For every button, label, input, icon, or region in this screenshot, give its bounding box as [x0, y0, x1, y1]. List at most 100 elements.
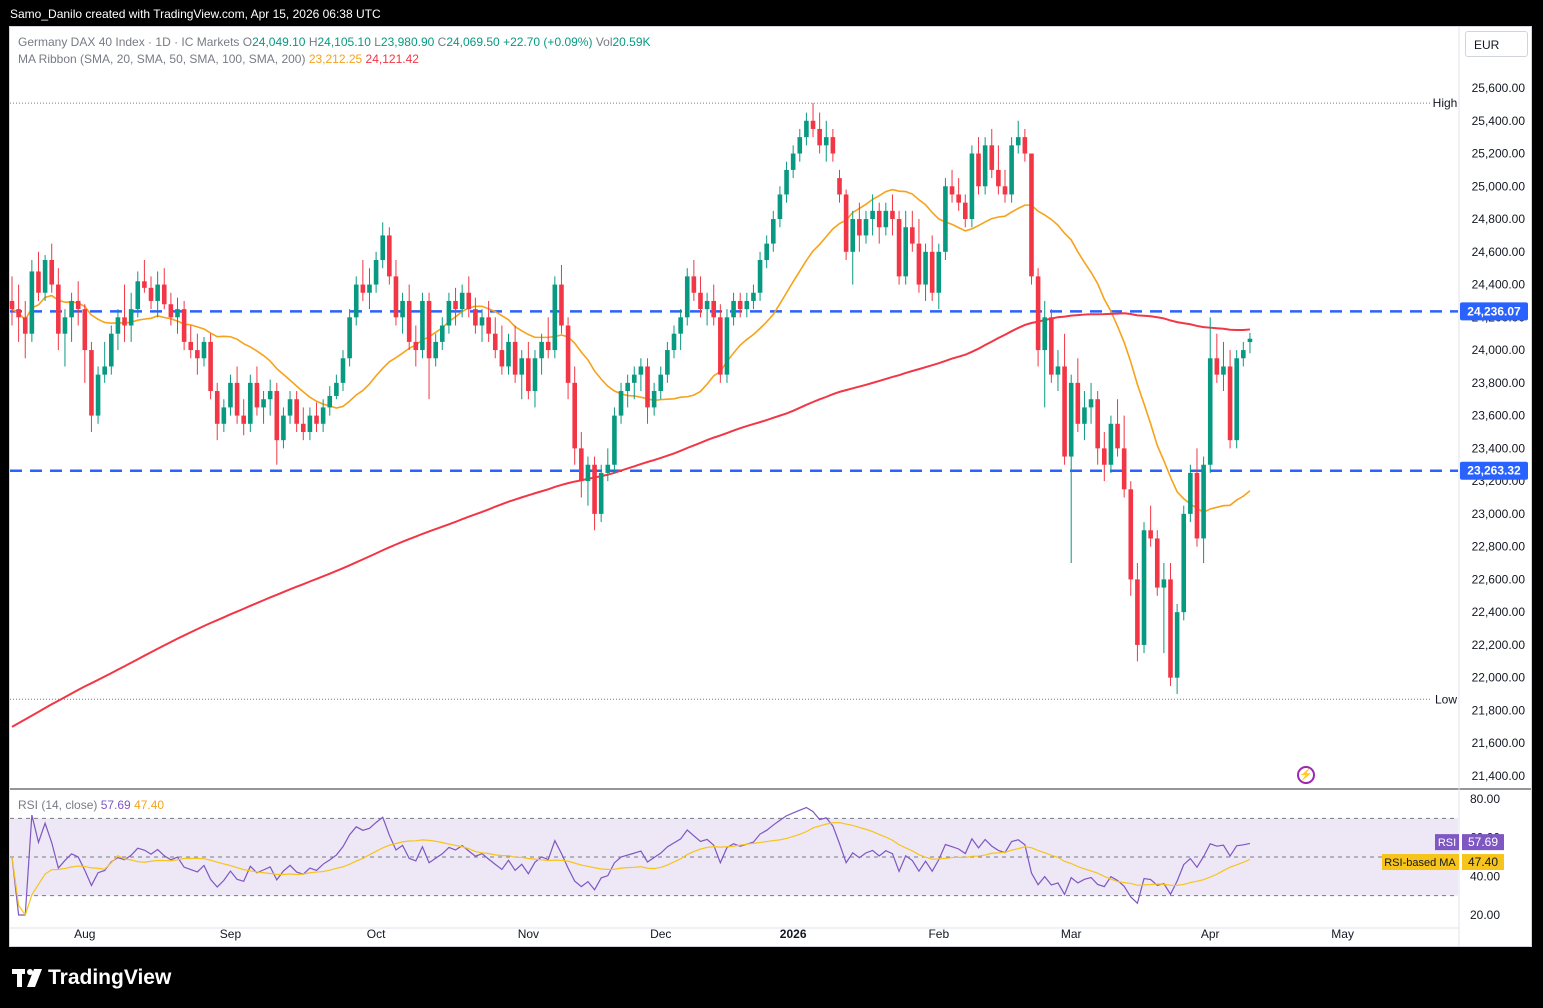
candle-body: [188, 341, 194, 351]
price-tick-label: 21,400.00: [1472, 769, 1526, 783]
candle-body: [565, 325, 571, 383]
candle-body: [181, 309, 187, 342]
candle-body: [598, 472, 604, 514]
lightning-icon[interactable]: ⚡: [1297, 766, 1315, 784]
candle-body: [1095, 399, 1100, 449]
legend-symbol[interactable]: Germany DAX 40 Index · 1D · IC Markets: [18, 35, 240, 49]
chart-panel[interactable]: [9, 26, 1532, 947]
currency-button[interactable]: EUR: [1465, 31, 1528, 57]
candle-body: [1234, 358, 1239, 441]
candle-body: [751, 292, 756, 301]
candle-body: [1188, 472, 1193, 514]
candle-body: [115, 317, 121, 334]
price-tick-label: 23,000.00: [1472, 507, 1526, 521]
candle-body: [56, 284, 61, 334]
candle-body: [466, 292, 472, 310]
time-tick-label: Sep: [220, 927, 242, 941]
candle-body: [380, 235, 386, 260]
candle-body: [837, 178, 842, 195]
candle-body: [704, 300, 710, 310]
candle-body: [387, 235, 392, 277]
candle-body: [413, 341, 419, 351]
candle-body: [857, 219, 862, 236]
candle-body: [519, 358, 525, 375]
candle-body: [161, 284, 167, 305]
candle-body: [1082, 407, 1087, 424]
candle-body: [1009, 145, 1014, 195]
time-tick-label: Oct: [367, 927, 386, 941]
rsi-ma-value-tag: [1462, 854, 1504, 871]
price-tick-label: 24,000.00: [1472, 343, 1526, 357]
candle-body: [1102, 448, 1107, 465]
candle-body: [737, 300, 743, 310]
legend-vol-label: Vol: [595, 35, 613, 49]
candle-body: [347, 317, 352, 359]
candle-body: [936, 251, 942, 293]
candle-body: [618, 391, 624, 416]
legend-rsi-title[interactable]: RSI (14, close): [18, 798, 98, 812]
candle-body: [651, 391, 657, 408]
candle-body: [996, 169, 1001, 187]
price-tick-label: 25,000.00: [1472, 179, 1526, 193]
rsi-line: [11, 806, 1251, 916]
candle-body: [949, 186, 955, 195]
candle-body: [698, 292, 703, 310]
candle-body: [671, 333, 677, 351]
candle-body: [1207, 358, 1213, 465]
candle-body: [281, 415, 286, 441]
candle-body: [1241, 350, 1246, 359]
candle-body: [62, 317, 68, 334]
candle-body: [823, 137, 829, 146]
candle-body: [512, 341, 518, 375]
candle-body: [1115, 423, 1120, 449]
price-tick-label: 24,800.00: [1472, 212, 1526, 226]
candle-body: [228, 382, 233, 408]
rsi-ma-name-tag: [1382, 854, 1459, 871]
candle-body: [142, 281, 147, 288]
legend-vol: 20.59K: [612, 35, 651, 49]
candle-body: [393, 276, 399, 318]
price-tick-label: 22,600.00: [1472, 572, 1526, 586]
candle-body: [876, 210, 882, 228]
time-tick-label: Apr: [1201, 927, 1220, 941]
candle-body: [863, 219, 869, 236]
candle-body: [128, 309, 134, 326]
candle-body: [830, 137, 836, 154]
candle-body: [175, 309, 180, 318]
candle-body: [453, 300, 458, 310]
candle-body: [314, 415, 319, 424]
candle-body: [1108, 423, 1114, 465]
rsi-value-tag-text: 57.69: [1468, 835, 1498, 849]
candle-body: [459, 292, 465, 310]
candle-body: [612, 415, 617, 465]
price-tick-label: 22,800.00: [1472, 540, 1526, 554]
candle-body: [1135, 579, 1140, 645]
candle-body: [373, 259, 379, 285]
candle-body: [254, 382, 260, 408]
price-tick-label: 22,400.00: [1472, 605, 1526, 619]
candle-body: [810, 120, 816, 129]
candle-body: [148, 287, 154, 301]
candle-body: [1154, 538, 1160, 588]
candle-body: [943, 186, 948, 252]
candle-body: [479, 317, 485, 326]
legend-line-1: Germany DAX 40 Index · 1D · IC Markets O…: [18, 35, 651, 49]
candle-body: [1029, 153, 1034, 277]
candle-body: [9, 300, 15, 310]
candle-body: [1055, 366, 1061, 375]
candle-body: [95, 374, 101, 416]
candle-body: [1015, 137, 1021, 146]
candle-body: [982, 145, 988, 187]
candle-body: [353, 284, 359, 318]
candle-body: [545, 341, 551, 351]
candle-body: [1174, 612, 1180, 678]
candle-body: [631, 374, 637, 383]
candle-body: [559, 284, 564, 326]
candle-body: [426, 300, 432, 359]
legend-ma-title[interactable]: MA Ribbon (SMA, 20, SMA, 50, SMA, 100, S…: [18, 52, 306, 66]
candle-body: [214, 391, 220, 424]
candle-body: [903, 227, 908, 277]
candle-body: [29, 271, 35, 334]
candle-body: [1128, 489, 1134, 580]
